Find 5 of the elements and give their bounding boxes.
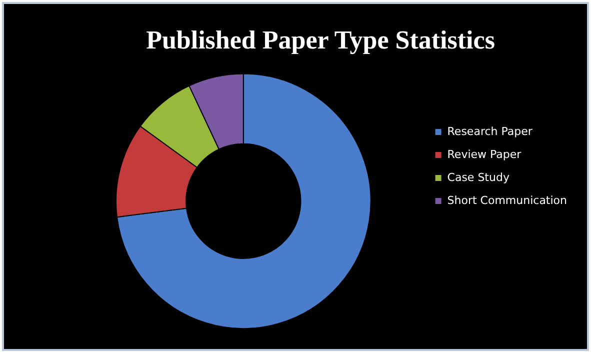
legend-label: Short Communication	[447, 194, 568, 207]
legend-label: Case Study	[447, 170, 510, 184]
legend-label: Review Paper	[447, 148, 522, 161]
legend-label: Research Paper	[447, 124, 533, 138]
chart-title: Published Paper Type Statistics	[146, 25, 495, 54]
